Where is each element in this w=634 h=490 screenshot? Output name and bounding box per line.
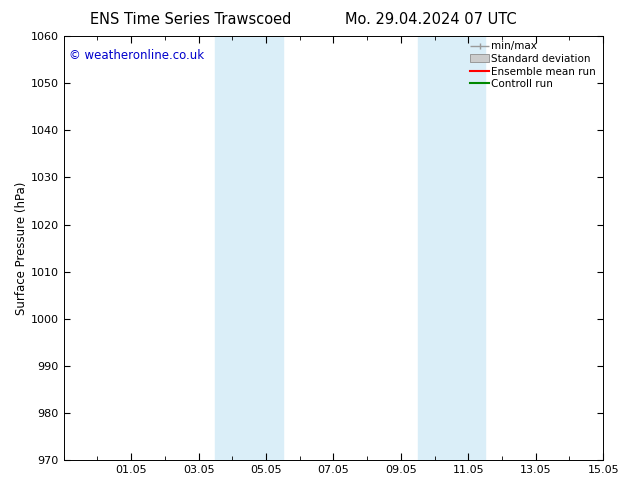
Text: ENS Time Series Trawscoed: ENS Time Series Trawscoed (89, 12, 291, 27)
Legend: min/max, Standard deviation, Ensemble mean run, Controll run: min/max, Standard deviation, Ensemble me… (467, 38, 601, 92)
Bar (418, 36, 485, 460)
Text: Mo. 29.04.2024 07 UTC: Mo. 29.04.2024 07 UTC (346, 12, 517, 27)
Bar (216, 36, 283, 460)
Text: © weatheronline.co.uk: © weatheronline.co.uk (69, 49, 204, 62)
Y-axis label: Surface Pressure (hPa): Surface Pressure (hPa) (15, 181, 28, 315)
